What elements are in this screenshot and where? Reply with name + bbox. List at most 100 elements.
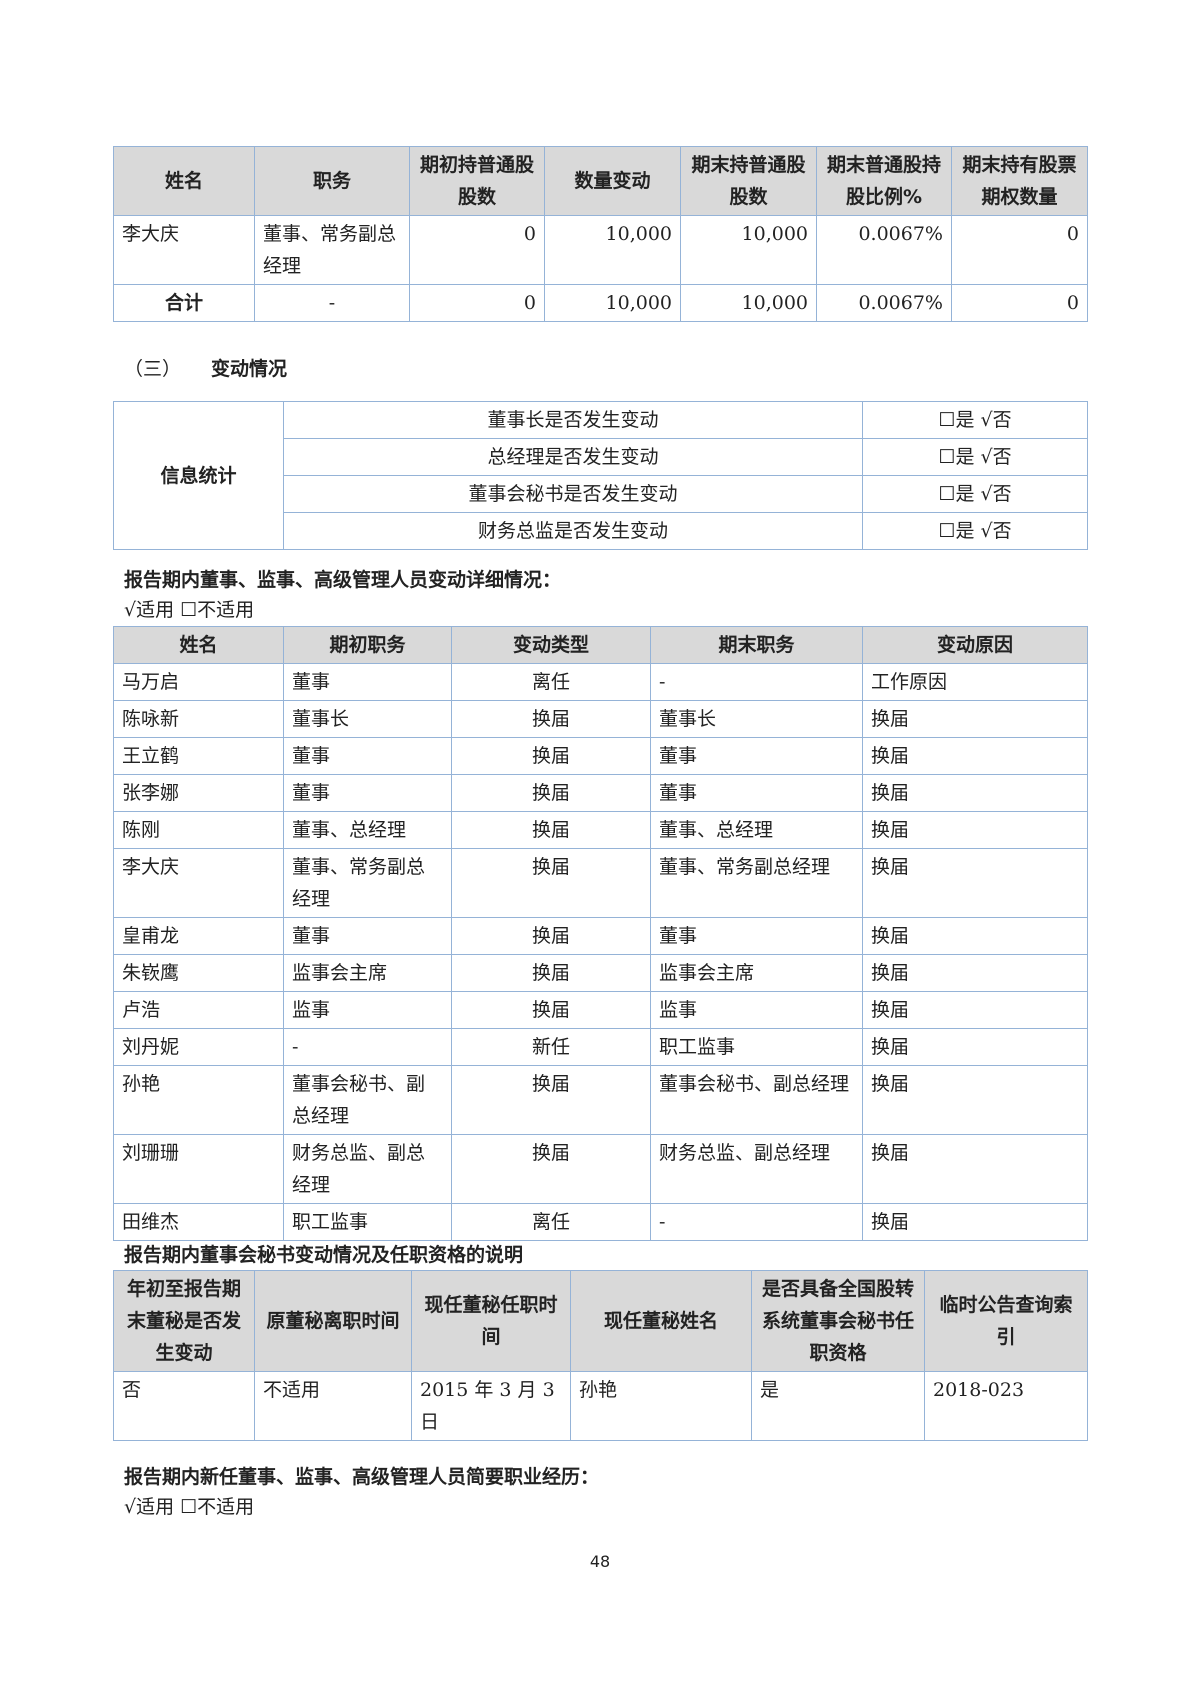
header-cell: 临时公告查询索引 (924, 1270, 1088, 1372)
cell: 董事长 (283, 700, 452, 738)
cell: 换届 (862, 991, 1088, 1029)
cell: 刘珊珊 (113, 1134, 284, 1204)
cell: 陈刚 (113, 811, 284, 849)
cell: 监事 (650, 991, 863, 1029)
cell: 董事、总经理 (283, 811, 452, 849)
cell: 换届 (451, 917, 651, 955)
cell: 董事、常务副总经理 (650, 848, 863, 918)
cell: 不适用 (254, 1371, 412, 1441)
cell: 董事长是否发生变动 (283, 401, 863, 439)
cell: 离任 (451, 663, 651, 701)
detail-heading: 报告期内董事、监事、高级管理人员变动详细情况： (124, 569, 562, 591)
header-cell: 数量变动 (544, 146, 681, 216)
cell: - (254, 284, 410, 322)
info-table: 信息统计 董事长是否发生变动 ☐是 √否 总经理是否发生变动 ☐是 √否 董事会秘书是… (113, 401, 1088, 550)
cell: 总经理是否发生变动 (283, 438, 863, 476)
header-cell: 期末持普通股股数 (680, 146, 817, 216)
cell: 否 (113, 1371, 255, 1441)
section-title: 变动情况 (211, 358, 288, 380)
cell: 张李娜 (113, 774, 284, 812)
cell: 换届 (451, 848, 651, 918)
table-header: 姓名 职务 期初持普通股股数 数量变动 期末持普通股股数 期末普通股持股比例% … (113, 146, 1088, 216)
detail-applicable: √适用 ☐不适用 (124, 599, 255, 621)
cell: 合计 (113, 284, 255, 322)
header-cell: 职务 (254, 146, 410, 216)
table-row: 皇甫龙 董事 换届 董事 换届 (113, 917, 1088, 955)
cell: 董事 (283, 663, 452, 701)
cell: 新任 (451, 1028, 651, 1066)
table-row: 刘珊珊 财务总监、副总经理 换届 财务总监、副总经理 换届 (113, 1134, 1088, 1204)
header-cell: 变动类型 (451, 626, 651, 664)
cell: 监事 (283, 991, 452, 1029)
cell: 10,000 (544, 215, 681, 285)
table-row: 王立鹤 董事 换届 董事 换届 (113, 737, 1088, 775)
header-cell: 姓名 (113, 626, 284, 664)
cell: - (283, 1028, 452, 1066)
cell: 换届 (451, 737, 651, 775)
cell: 董事 (283, 917, 452, 955)
secretary-heading: 报告期内董事会秘书变动情况及任职资格的说明 (124, 1244, 524, 1266)
table-row: 财务总监是否发生变动 ☐是 √否 (114, 512, 1088, 550)
cell: 换届 (862, 811, 1088, 849)
cell: 换届 (451, 774, 651, 812)
cell: 监事会主席 (650, 954, 863, 992)
new-heading: 报告期内新任董事、监事、高级管理人员简要职业经历： (124, 1466, 600, 1488)
cell: 董事 (650, 917, 863, 955)
cell: 离任 (451, 1203, 651, 1241)
cell: 孙艳 (113, 1065, 284, 1135)
cell: 换届 (451, 811, 651, 849)
cell: 财务总监、副总经理 (650, 1134, 863, 1204)
table-row: 卢浩 监事 换届 监事 换届 (113, 991, 1088, 1029)
table-row: 陈咏新 董事长 换届 董事长 换届 (113, 700, 1088, 738)
cell: 孙艳 (570, 1371, 752, 1441)
cell: 卢浩 (113, 991, 284, 1029)
table-row: 李大庆 董事、常务副总经理 0 10,000 10,000 0.0067% 0 (113, 215, 1088, 285)
cell: 0 (409, 284, 545, 322)
table-row: 田维杰 职工监事 离任 - 换届 (113, 1203, 1088, 1241)
cell: 董事会秘书是否发生变动 (283, 475, 863, 513)
table-row: 孙艳 董事会秘书、副总经理 换届 董事会秘书、副总经理 换届 (113, 1065, 1088, 1135)
cell: 换届 (862, 1203, 1088, 1241)
header-cell: 期末持有股票期权数量 (951, 146, 1088, 216)
change-table: 姓名 期初职务 变动类型 期末职务 变动原因 马万启 董事 离任 - 工作原因 陈咏新 董事… (113, 626, 1088, 1241)
cell: 陈咏新 (113, 700, 284, 738)
cell: 0.0067% (816, 284, 952, 322)
new-applicable: √适用 ☐不适用 (124, 1496, 255, 1518)
section-heading: （三） 变动情况 (124, 354, 287, 381)
secretary-table: 年初至报告期末董秘是否发生变动 原董秘离职时间 现任董秘任职时间 现任董秘姓名 … (113, 1270, 1088, 1441)
header-cell: 现任董秘姓名 (570, 1270, 752, 1372)
table-row: 总经理是否发生变动 ☐是 √否 (114, 438, 1088, 476)
cell: 换届 (862, 1065, 1088, 1135)
cell: 0 (409, 215, 545, 285)
cell: 王立鹤 (113, 737, 284, 775)
cell: 换届 (862, 848, 1088, 918)
cell: 董事会秘书、副总经理 (283, 1065, 452, 1135)
section-number: （三） (124, 358, 182, 380)
cell: ☐是 √否 (862, 401, 1088, 439)
header-cell: 原董秘离职时间 (254, 1270, 412, 1372)
cell: 工作原因 (862, 663, 1088, 701)
cell: 0 (951, 215, 1088, 285)
cell: 李大庆 (113, 215, 255, 285)
cell: 2015 年 3 月 3 日 (411, 1371, 571, 1441)
cell: 董事 (283, 774, 452, 812)
page-number: 48 (589, 1552, 611, 1571)
header-cell: 期末普通股持股比例% (816, 146, 952, 216)
info-label: 信息统计 (113, 401, 284, 550)
header-cell: 期初职务 (283, 626, 452, 664)
cell: 换届 (862, 1134, 1088, 1204)
total-row: 合计 - 0 10,000 10,000 0.0067% 0 (113, 284, 1088, 322)
cell: 董事、常务副总经理 (283, 848, 452, 918)
cell: 董事、常务副总经理 (254, 215, 410, 285)
cell: 0 (951, 284, 1088, 322)
table-row: 陈刚 董事、总经理 换届 董事、总经理 换届 (113, 811, 1088, 849)
table-row: 马万启 董事 离任 - 工作原因 (113, 663, 1088, 701)
cell: 换届 (862, 917, 1088, 955)
table-row: 朱嵚鹰 监事会主席 换届 监事会主席 换届 (113, 954, 1088, 992)
table-row: 李大庆 董事、常务副总经理 换届 董事、常务副总经理 换届 (113, 848, 1088, 918)
table-row: 董事会秘书是否发生变动 ☐是 √否 (114, 475, 1088, 513)
cell: 董事 (650, 774, 863, 812)
header-cell: 期初持普通股股数 (409, 146, 545, 216)
cell: 董事 (650, 737, 863, 775)
cell: 刘丹妮 (113, 1028, 284, 1066)
